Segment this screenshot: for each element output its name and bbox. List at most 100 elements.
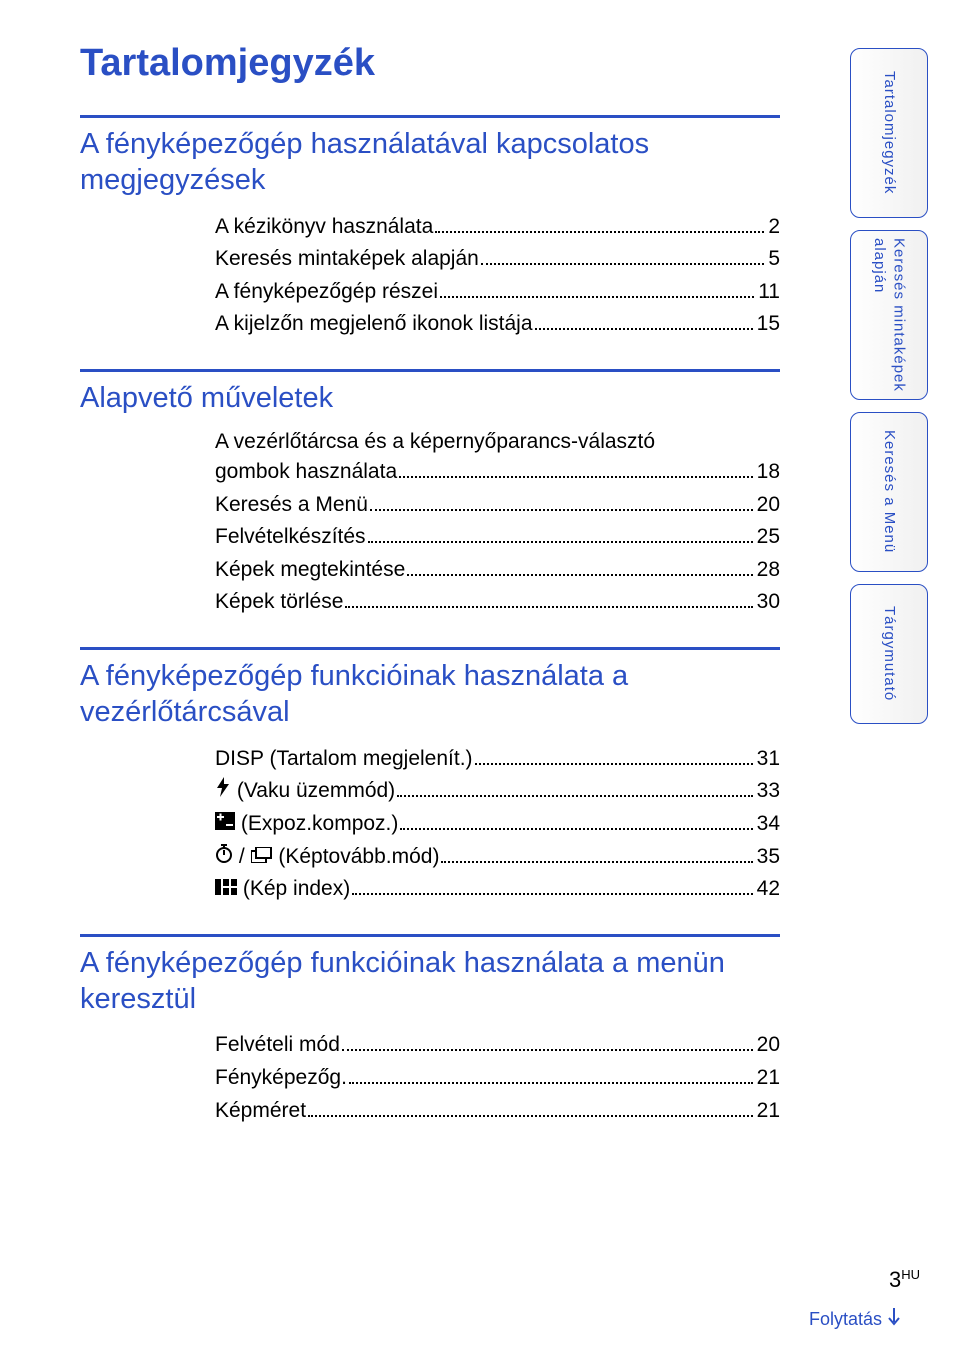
toc-label: A vezérlőtárcsa és a képernyőparancs-vál… <box>215 428 780 456</box>
toc-label: Képek megtekintése <box>215 554 405 587</box>
toc-entry[interactable]: A kijelzőn megjelenő ikonok listája 15 <box>215 308 780 341</box>
toc-page-number: 31 <box>757 743 780 776</box>
exposure-comp-icon <box>215 808 235 841</box>
toc-entry[interactable]: Képek törlése 30 <box>215 586 780 619</box>
image-index-icon <box>215 873 237 906</box>
section-divider <box>80 115 780 118</box>
toc-entry[interactable]: A kézikönyv használata 2 <box>215 211 780 244</box>
continue-label: Folytatás <box>809 1309 882 1330</box>
toc-leader-dots <box>407 574 752 576</box>
tab-kereses-mintakepek[interactable]: Keresés mintaképek alapján <box>850 230 928 400</box>
toc-section: A fényképezőgép használatával kapcsolato… <box>80 115 760 341</box>
section-heading[interactable]: A fényképezőgép funkcióinak használata a… <box>80 945 760 1018</box>
toc-label: A fényképezőgép részei <box>215 276 438 309</box>
toc-label: Felvételkészítés <box>215 521 366 554</box>
toc-entry[interactable]: DISP (Tartalom megjelenít.) 31 <box>215 743 780 776</box>
toc-leader-dots <box>399 476 753 478</box>
toc-entry[interactable]: / (Képtovább.mód) 35 <box>215 841 780 874</box>
toc-label-text: (Képtovább.mód) <box>273 845 440 868</box>
toc-label: A kézikönyv használata <box>215 211 433 244</box>
toc-label-text: (Expoz.kompoz.) <box>235 812 398 835</box>
page-number-suffix: HU <box>901 1267 920 1282</box>
toc-section: A fényképezőgép funkcióinak használata a… <box>80 934 760 1127</box>
toc-label: / (Képtovább.mód) <box>215 841 439 874</box>
toc-page-number: 21 <box>757 1095 780 1128</box>
toc-leader-dots <box>349 1082 753 1084</box>
toc-entry[interactable]: (Kép index) 42 <box>215 873 780 906</box>
toc-label-text: (Vaku üzemmód) <box>231 779 395 802</box>
toc-label: DISP (Tartalom megjelenít.) <box>215 743 473 776</box>
toc-entry[interactable]: Képek megtekintése 28 <box>215 554 780 587</box>
tab-tartalomjegyzek[interactable]: Tartalomjegyzék <box>850 48 928 218</box>
toc-entry[interactable]: Fényképezőg. 21 <box>215 1062 780 1095</box>
toc-leader-dots <box>435 231 764 233</box>
tab-label: Keresés a Menü <box>879 430 899 553</box>
toc-leader-dots <box>481 263 764 265</box>
toc-entry[interactable]: Keresés a Menü 20 <box>215 489 780 522</box>
self-timer-icon <box>215 841 233 874</box>
toc-page-number: 20 <box>757 1029 780 1062</box>
toc-leader-dots <box>308 1115 753 1117</box>
toc-leader-dots <box>370 509 753 511</box>
toc-label: (Vaku üzemmód) <box>215 775 395 808</box>
page-title: Tartalomjegyzék <box>80 42 760 85</box>
toc-leader-dots <box>397 795 752 797</box>
toc-leader-dots <box>352 893 752 895</box>
tab-kereses-menu[interactable]: Keresés a Menü <box>850 412 928 572</box>
toc-label: (Expoz.kompoz.) <box>215 808 398 841</box>
section-heading[interactable]: Alapvető műveletek <box>80 380 760 416</box>
toc-section: A fényképezőgép funkcióinak használata a… <box>80 647 760 906</box>
toc-leader-dots <box>342 1049 753 1051</box>
toc-page-number: 28 <box>757 554 780 587</box>
toc-leader-dots <box>440 296 754 298</box>
toc-page-number: 35 <box>757 841 780 874</box>
toc-leader-dots <box>441 861 752 863</box>
section-heading[interactable]: A fényképezőgép használatával kapcsolato… <box>80 126 760 199</box>
toc-label: gombok használata <box>215 456 397 489</box>
toc-entry[interactable]: Felvételkészítés 25 <box>215 521 780 554</box>
toc-label: Keresés a Menü <box>215 489 368 522</box>
toc-label: Felvételi mód <box>215 1029 340 1062</box>
toc-page-number: 5 <box>768 243 780 276</box>
toc-entry[interactable]: Keresés mintaképek alapján 5 <box>215 243 780 276</box>
section-heading[interactable]: A fényképezőgép funkcióinak használata a… <box>80 658 760 731</box>
continue-link[interactable]: Folytatás <box>809 1308 900 1331</box>
toc-leader-dots <box>345 606 752 608</box>
toc-entry[interactable]: A vezérlőtárcsa és a képernyőparancs-vál… <box>215 428 780 489</box>
toc-page-number: 18 <box>757 456 780 489</box>
toc-page-number: 33 <box>757 775 780 808</box>
toc-page-number: 11 <box>758 276 780 309</box>
toc-label: Fényképezőg. <box>215 1062 347 1095</box>
toc-page-number: 34 <box>757 808 780 841</box>
page-number: 3HU <box>889 1267 920 1293</box>
slash-separator: / <box>233 845 251 868</box>
toc-leader-dots <box>368 541 753 543</box>
tab-label: Tárgymutató <box>879 606 899 701</box>
toc-entry[interactable]: (Vaku üzemmód) 33 <box>215 775 780 808</box>
toc-leader-dots <box>400 828 752 830</box>
toc-label: A kijelzőn megjelenő ikonok listája <box>215 308 533 341</box>
toc-entry[interactable]: Felvételi mód 20 <box>215 1029 780 1062</box>
page-number-value: 3 <box>889 1267 901 1292</box>
toc-list: A vezérlőtárcsa és a képernyőparancs-vál… <box>80 428 780 619</box>
section-divider <box>80 369 780 372</box>
toc-label: Képméret <box>215 1095 306 1128</box>
toc-leader-dots <box>535 328 753 330</box>
toc-page-number: 20 <box>757 489 780 522</box>
drive-mode-icon <box>251 841 273 874</box>
toc-section: Alapvető műveletek A vezérlőtárcsa és a … <box>80 369 760 619</box>
toc-list: Felvételi mód 20 Fényképezőg. 21 Képmére… <box>80 1029 780 1127</box>
toc-entry[interactable]: (Expoz.kompoz.) 34 <box>215 808 780 841</box>
toc-label: Keresés mintaképek alapján <box>215 243 479 276</box>
tab-targymutato[interactable]: Tárgymutató <box>850 584 928 724</box>
toc-label: Képek törlése <box>215 586 343 619</box>
toc-list: A kézikönyv használata 2 Keresés mintaké… <box>80 211 780 341</box>
toc-page-number: 25 <box>757 521 780 554</box>
toc-entry[interactable]: Képméret 21 <box>215 1095 780 1128</box>
side-tabs: Tartalomjegyzék Keresés mintaképek alapj… <box>850 48 928 736</box>
section-divider <box>80 647 780 650</box>
toc-page-number: 15 <box>757 308 780 341</box>
toc-entry[interactable]: A fényképezőgép részei 11 <box>215 276 780 309</box>
toc-page-number: 42 <box>757 873 780 906</box>
toc-leader-dots <box>475 763 753 765</box>
